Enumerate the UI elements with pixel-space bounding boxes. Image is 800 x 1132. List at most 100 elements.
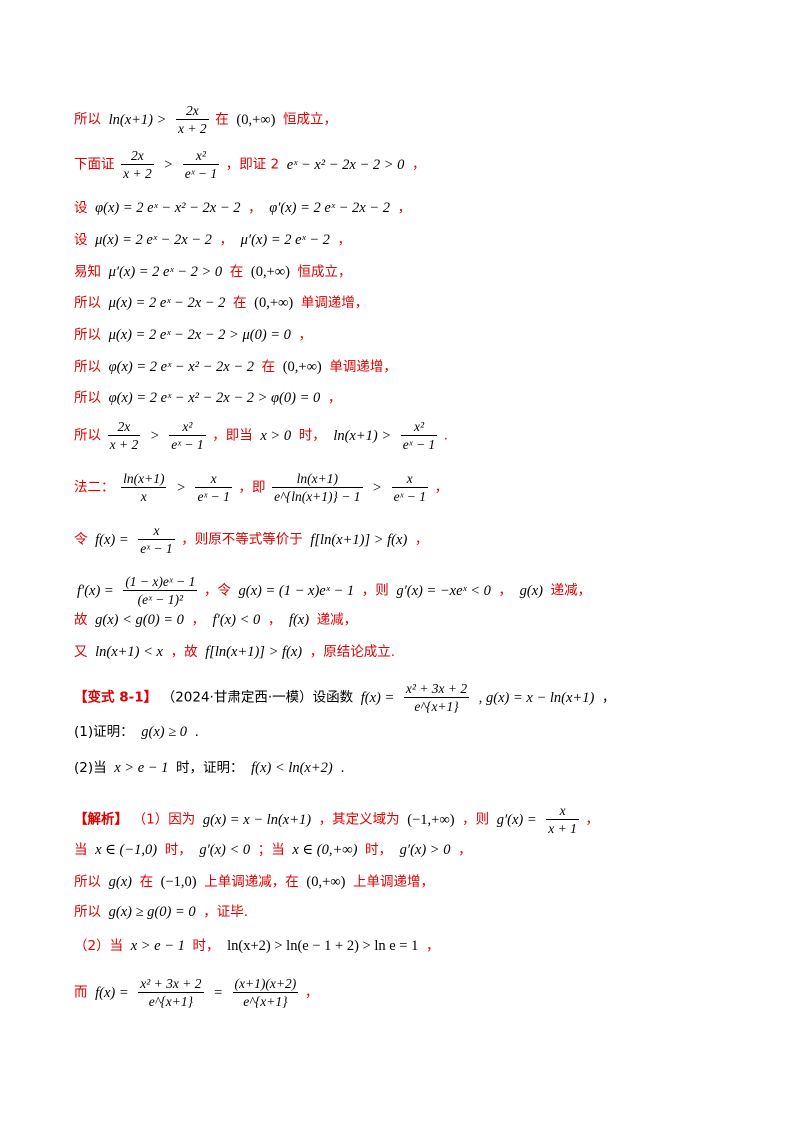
formula: f[ln(x+1)] > f(x) <box>205 644 303 660</box>
formula: f(x) < ln(x+2) <box>251 760 333 776</box>
line-8: 所以 φ(x) = 2 eˣ − x² − 2x − 2 在 (0,+∞) 单调… <box>74 357 760 377</box>
numerator: 2x <box>121 147 154 165</box>
text: ， <box>219 232 234 248</box>
text: （2024·甘肃定西·一模）设函数 <box>161 689 354 706</box>
text: 递减， <box>316 612 358 628</box>
line-12: 令 f(x) = x eˣ − 1 ，则原不等式等价于 f[ln(x+1)] > … <box>74 522 760 557</box>
formula: eˣ − x² − 2x − 2 > 0 <box>286 156 405 173</box>
text: 时， <box>164 842 192 858</box>
line-13: f′(x) = (1 − x)eˣ − 1 (eˣ − 1)² ，令 g(x) =… <box>74 573 760 608</box>
text: ， <box>397 200 412 216</box>
formula: > <box>372 479 382 496</box>
text: 在 <box>233 295 247 311</box>
numerator: x² + 3x + 2 <box>403 681 470 698</box>
text: ，故 <box>170 644 198 660</box>
denominator: (eˣ − 1)² <box>137 592 184 607</box>
formula: (0,+∞) <box>236 111 276 128</box>
text: 恒成立， <box>283 111 338 128</box>
formula: x > 0 <box>260 427 292 444</box>
formula: ln(x+1) > <box>333 427 392 444</box>
formula: g′(x) = −xeˣ < 0 <box>396 582 491 599</box>
text: ，即 <box>238 479 266 496</box>
text: 而 <box>74 984 88 1001</box>
fraction: x² + 3x + 2 e^{x+1} <box>403 680 470 715</box>
text: ， <box>498 582 513 599</box>
line-4: 设 μ(x) = 2 eˣ − 2x − 2 ， μ′(x) = 2 eˣ − … <box>74 230 760 250</box>
formula: (0,+∞) <box>250 264 290 280</box>
text: 所以 <box>74 874 101 890</box>
text: 时， <box>192 938 220 954</box>
text: 当 <box>74 842 88 858</box>
fraction: ln(x+1) e^{ln(x+1)} − 1 <box>272 470 363 505</box>
text: ， <box>298 327 313 343</box>
section-label: 【变式 8-1】 <box>74 689 158 706</box>
formula: ln(x+1) < x <box>95 644 163 660</box>
formula: , g(x) = x − ln(x+1) <box>478 689 595 706</box>
denominator: x <box>140 489 147 504</box>
line-11: 法二： ln(x+1) x > x eˣ − 1 ，即 ln(x+1) e^{ln(x… <box>74 470 760 505</box>
line-24: 而 f(x) = x² + 3x + 2 e^{x+1} = (x+1)(x+2)… <box>74 975 760 1010</box>
text: 易知 <box>74 264 101 280</box>
text: 所以 <box>74 904 101 920</box>
numerator: x² + 3x + 2 <box>138 976 204 993</box>
text: 设 <box>74 232 88 248</box>
fraction: (x+1)(x+2) e^{x+1} <box>232 975 299 1010</box>
text: ，则 <box>361 582 389 599</box>
formula: g′(x) > 0 <box>399 842 451 858</box>
formula: μ′(x) = 2 eˣ − 2 > 0 <box>108 264 223 280</box>
fraction: x² eˣ − 1 <box>400 418 438 453</box>
text: (1)证明： <box>74 724 134 740</box>
line-7: 所以 μ(x) = 2 eˣ − 2x − 2 > μ(0) = 0 ， <box>74 325 760 345</box>
denominator: eˣ − 1 <box>393 489 426 504</box>
numerator: (x+1)(x+2) <box>232 976 299 993</box>
text: 恒成立， <box>297 264 352 280</box>
line-10: 所以 2x x + 2 > x² eˣ − 1 ，即当 x > 0 时， ln(x+… <box>74 418 760 453</box>
denominator: eˣ − 1 <box>140 541 173 556</box>
line-18: (2)当 x > e − 1 时，证明： f(x) < ln(x+2) . <box>74 758 760 778</box>
formula: φ(x) = 2 eˣ − x² − 2x − 2 > φ(0) = 0 <box>108 390 321 406</box>
line-17: (1)证明： g(x) ≥ 0 . <box>74 722 760 742</box>
text: （2）当 <box>74 938 124 954</box>
text: ；当 <box>257 842 285 858</box>
denominator: e^{x+1} <box>243 994 288 1009</box>
formula: φ′(x) = 2 eˣ − 2x − 2 <box>269 200 390 216</box>
denominator: x + 2 <box>123 166 152 181</box>
text: 故 <box>74 612 88 628</box>
formula: > <box>176 479 186 496</box>
line-16: 【变式 8-1】 （2024·甘肃定西·一模）设函数 f(x) = x² + 3… <box>74 680 760 715</box>
numerator: x <box>138 522 175 540</box>
formula: f′(x) = <box>77 582 114 599</box>
text: 时， <box>365 842 393 858</box>
line-2: 下面证 2x x + 2 > x² eˣ − 1 ，即证 2 eˣ − x² − 2… <box>74 147 760 182</box>
fraction: 2x x + 2 <box>107 418 141 453</box>
text: ， <box>412 156 426 173</box>
formula: f′(x) < 0 <box>212 612 261 628</box>
line-20: 当 x ∈ (−1,0) 时， g′(x) < 0 ；当 x ∈ (0,+∞) … <box>74 840 760 860</box>
text: 上单调递增， <box>353 874 435 890</box>
text: 时， <box>298 427 326 444</box>
formula: ln(x+1) > <box>108 111 167 128</box>
numerator: x <box>195 470 232 488</box>
formula: g(x) <box>108 874 132 890</box>
text: ， <box>434 479 449 496</box>
text: ，则 <box>462 811 490 828</box>
formula: μ′(x) = 2 eˣ − 2 <box>240 232 330 248</box>
formula: g(x) = x − ln(x+1) <box>202 811 312 828</box>
text: （1）因为 <box>132 811 196 828</box>
numerator: (1 − x)eˣ − 1 <box>123 574 198 591</box>
fraction: x eˣ − 1 <box>138 522 175 557</box>
text: ，即当 <box>212 427 253 444</box>
line-21: 所以 g(x) 在 (−1,0) 上单调递减，在 (0,+∞) 上单调递增， <box>74 872 760 892</box>
text: 单调递增， <box>329 359 397 375</box>
text: ，原结论成立. <box>309 644 396 660</box>
text: 令 <box>74 531 88 548</box>
formula: (0,+∞) <box>254 295 294 311</box>
text: 上单调递减，在 <box>204 874 299 890</box>
formula: f(x) = <box>95 984 129 1001</box>
line-6: 所以 μ(x) = 2 eˣ − 2x − 2 在 (0,+∞) 单调递增， <box>74 293 760 313</box>
fraction: x eˣ − 1 <box>391 470 428 505</box>
text: 所以 <box>74 390 101 406</box>
fraction: 2x x + 2 <box>176 102 209 137</box>
text: ， <box>337 232 352 248</box>
